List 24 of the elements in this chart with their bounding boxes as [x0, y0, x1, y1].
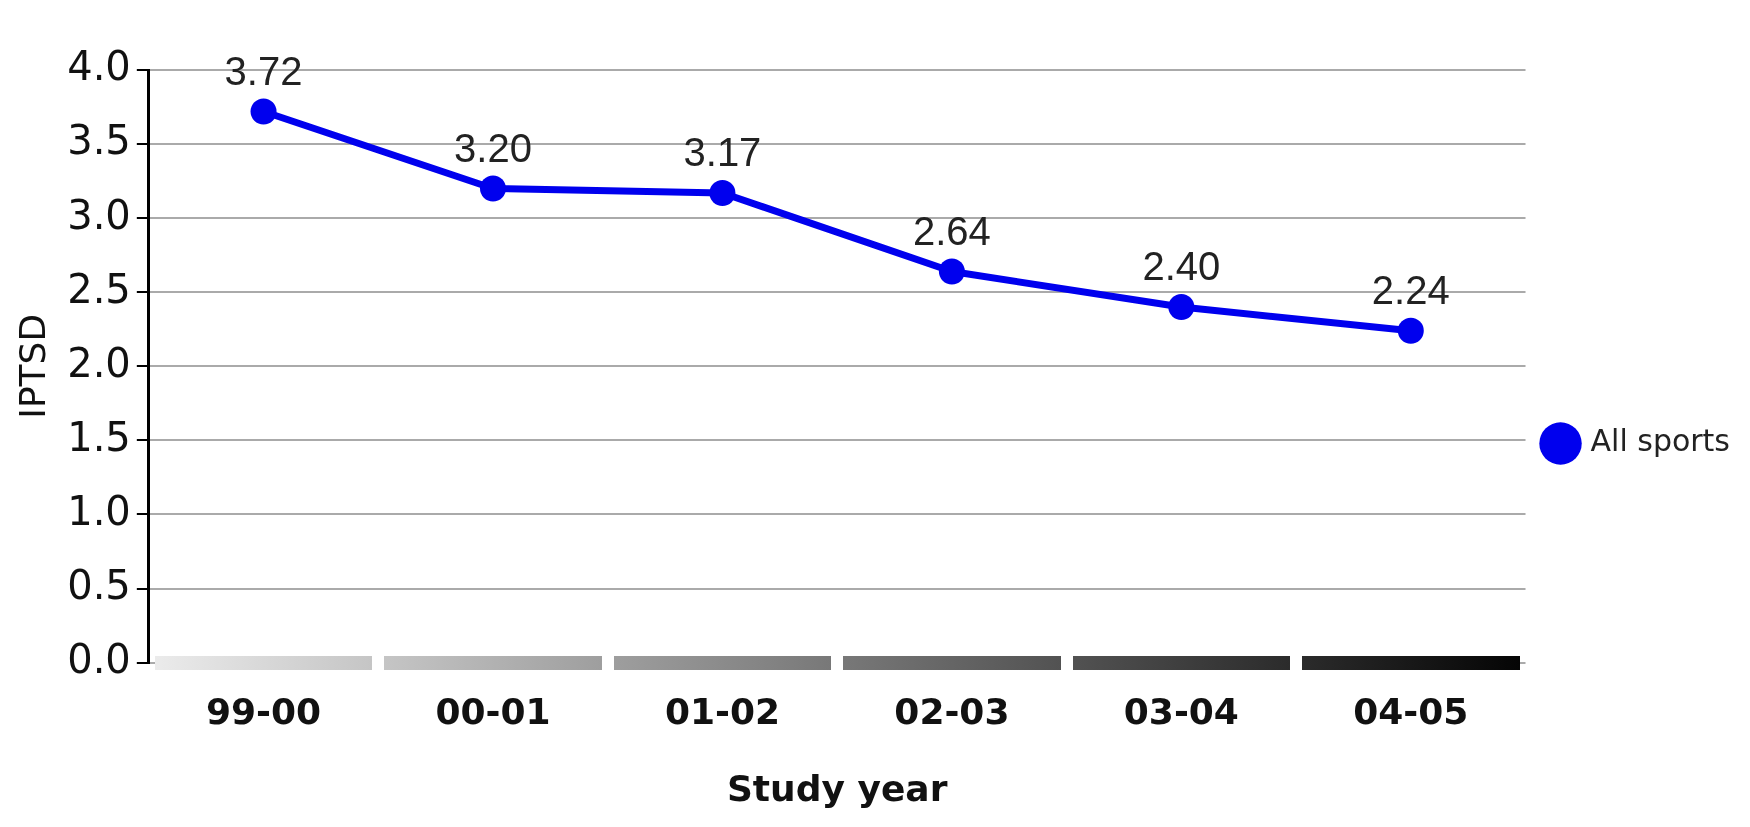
y-tick-label: 0.0 [67, 635, 131, 682]
x-tick-label: 04-05 [1353, 690, 1469, 732]
y-tick-label: 3.0 [67, 191, 131, 238]
x-axis-title: Study year [726, 767, 948, 809]
y-axis-title: IPTSD [11, 313, 53, 419]
legend-label: All sports [1590, 423, 1730, 459]
text: 2.24 [1371, 267, 1450, 312]
text: 3.17 [683, 130, 762, 174]
y-tick-label: 2.5 [67, 265, 131, 312]
y-tick-label: 1.5 [67, 413, 131, 460]
x-tick-label: 01-02 [664, 690, 781, 732]
text: 2.40 [1142, 244, 1221, 289]
x-tick-label: 00-01 [435, 690, 551, 732]
y-tick-label: 0.5 [67, 561, 131, 608]
text: 3.20 [454, 125, 532, 170]
text: 2.64 [912, 208, 991, 253]
y-tick-label: 1.0 [67, 487, 131, 534]
x-tick-label: 02-03 [894, 690, 1010, 732]
y-tick-label: 4.0 [67, 43, 131, 90]
x-tick-label: 99-00 [205, 690, 322, 732]
y-tick-label: 3.5 [67, 117, 131, 164]
text: 3.72 [224, 48, 303, 93]
x-tick-label: 03-04 [1123, 690, 1239, 732]
y-tick-label: 2.0 [67, 339, 131, 386]
